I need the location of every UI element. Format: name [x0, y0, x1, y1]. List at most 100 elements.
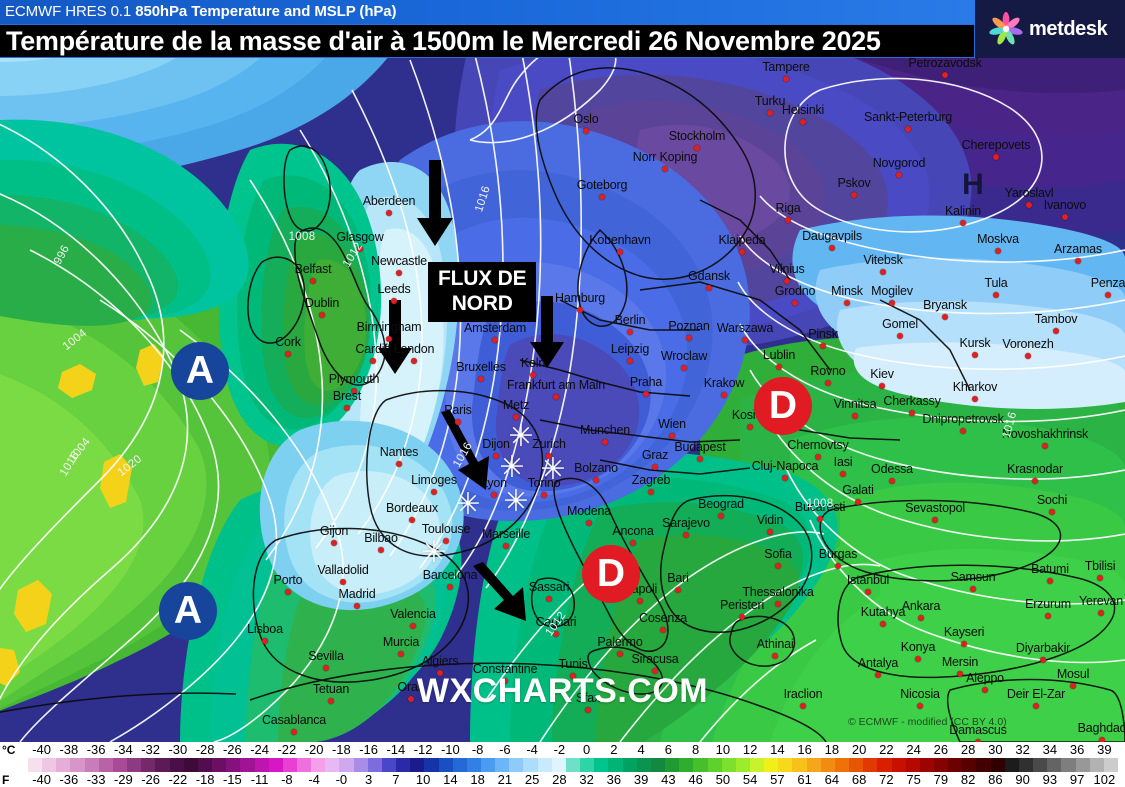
city-marker-dot [344, 405, 350, 411]
legend-swatch [353, 758, 368, 772]
snowfall-icon: ✳ [499, 451, 525, 484]
legend-swatch [1075, 758, 1090, 772]
city-marker-dot [840, 471, 846, 477]
legend-tick-label: 24 [906, 742, 921, 757]
city-marker-dot [1099, 737, 1105, 742]
legend-tick-label: 32 [1015, 742, 1030, 757]
city-marker-dot [880, 269, 886, 275]
city-marker-dot [541, 492, 547, 498]
legend-swatch [155, 758, 170, 772]
legend-swatch [268, 758, 283, 772]
weather-map[interactable]: Tampere Petrozavodsk Turku Helsinki Sankt-Pe… [0, 0, 1125, 742]
city-marker-dot [553, 394, 559, 400]
city-marker-dot [455, 419, 461, 425]
legend-swatch [1018, 758, 1034, 772]
flux-de-nord-label: FLUX DE NORD [428, 262, 537, 322]
legend-swatch [98, 758, 113, 772]
city-marker-dot [386, 210, 392, 216]
city-marker-dot [447, 584, 453, 590]
city-marker-dot [942, 314, 948, 320]
city-marker-dot [835, 563, 841, 569]
city-marker-dot [783, 76, 789, 82]
legend-tick-label: 32 [579, 772, 594, 787]
legend-tick-label: -34 [113, 742, 133, 757]
city-marker-dot [982, 687, 988, 693]
city-marker-dot [879, 383, 885, 389]
city-marker-dot [1025, 353, 1031, 359]
city-marker-dot [513, 414, 519, 420]
temperature-colour-scale[interactable]: °C F -40 -38 -36 -34 -32 -30 -28 -26 -24 -22 -20 -1… [0, 742, 1125, 787]
city-marker-dot [586, 520, 592, 526]
city-marker-dot [675, 587, 681, 593]
city-marker-dot [410, 623, 416, 629]
legend-swatch [325, 758, 340, 772]
city-marker-dot [617, 651, 623, 657]
model-name: ECMWF HRES 0.1 [5, 3, 132, 20]
legend-tick-label: -0 [335, 772, 348, 787]
city-marker-dot [627, 358, 633, 364]
low-pressure-marker: D [582, 545, 640, 603]
metdesk-logo-text: metdesk [1029, 17, 1108, 40]
legend-tick-label: 30 [988, 742, 1003, 757]
city-marker-dot [1053, 328, 1059, 334]
city-marker-dot [932, 517, 938, 523]
isobar-label: 1008 [806, 498, 834, 510]
city-marker-dot [437, 670, 443, 676]
city-marker-dot [1062, 214, 1068, 220]
city-marker-dot [669, 433, 675, 439]
legend-swatch [339, 758, 354, 772]
legend-swatch [934, 758, 949, 772]
city-marker-dot [817, 516, 823, 522]
city-marker-dot [1045, 613, 1051, 619]
city-marker-dot [739, 249, 745, 255]
legend-tick-label: 102 [1093, 772, 1116, 787]
legend-swatch [141, 758, 156, 772]
city-marker-dot [852, 413, 858, 419]
legend-swatch [650, 758, 666, 772]
city-marker-dot [1042, 443, 1048, 449]
snowfall-icon: ✳ [540, 453, 566, 486]
city-marker-dot [747, 424, 753, 430]
city-marker-dot [683, 532, 689, 538]
snowfall-icon: ✳ [503, 485, 529, 518]
city-marker-dot [694, 145, 700, 151]
legend-swatch [749, 758, 765, 772]
city-marker-dot [602, 439, 608, 445]
city-marker-dot [960, 428, 966, 434]
legend-tick-label: -22 [277, 742, 297, 757]
legend-swatch [212, 758, 227, 772]
legend-tick-label: -30 [168, 742, 188, 757]
legend-tick-label: 61 [797, 772, 812, 787]
legend-tick-label: 4 [637, 742, 645, 757]
city-marker-dot [396, 270, 402, 276]
city-marker-dot [319, 312, 325, 318]
city-marker-dot [323, 665, 329, 671]
legend-tick-label: -24 [250, 742, 270, 757]
legend-tick-label: -6 [499, 742, 511, 757]
legend-tick-label: 64 [824, 772, 840, 787]
isobar-label: 1008 [288, 231, 316, 243]
high-pressure-h-symbol: H [962, 168, 984, 201]
legend-swatch [764, 758, 779, 772]
legend-tick-label: 34 [1042, 742, 1058, 757]
metdesk-logo[interactable]: metdesk [975, 0, 1125, 58]
legend-swatch [551, 758, 566, 772]
legend-tick-label: 12 [742, 742, 758, 757]
flux-label-line2: NORD [451, 292, 513, 315]
legend-swatch [56, 758, 71, 772]
legend-swatch [580, 758, 595, 772]
legend-tick-label: 22 [879, 742, 894, 757]
legend-tick-label: 2 [610, 742, 618, 757]
city-marker-dot [706, 285, 712, 291]
legend-swatch [1103, 758, 1119, 772]
city-marker-dot [961, 641, 967, 647]
legend-swatch [608, 758, 623, 772]
map-temperature-field [0, 0, 1125, 742]
city-marker-dot [662, 166, 668, 172]
legend-tick-label: 10 [415, 772, 431, 787]
city-marker-dot [970, 586, 976, 592]
legend-swatch [70, 758, 85, 772]
legend-tick-label: 54 [742, 772, 758, 787]
city-marker-dot [351, 388, 357, 394]
city-marker-dot [960, 220, 966, 226]
